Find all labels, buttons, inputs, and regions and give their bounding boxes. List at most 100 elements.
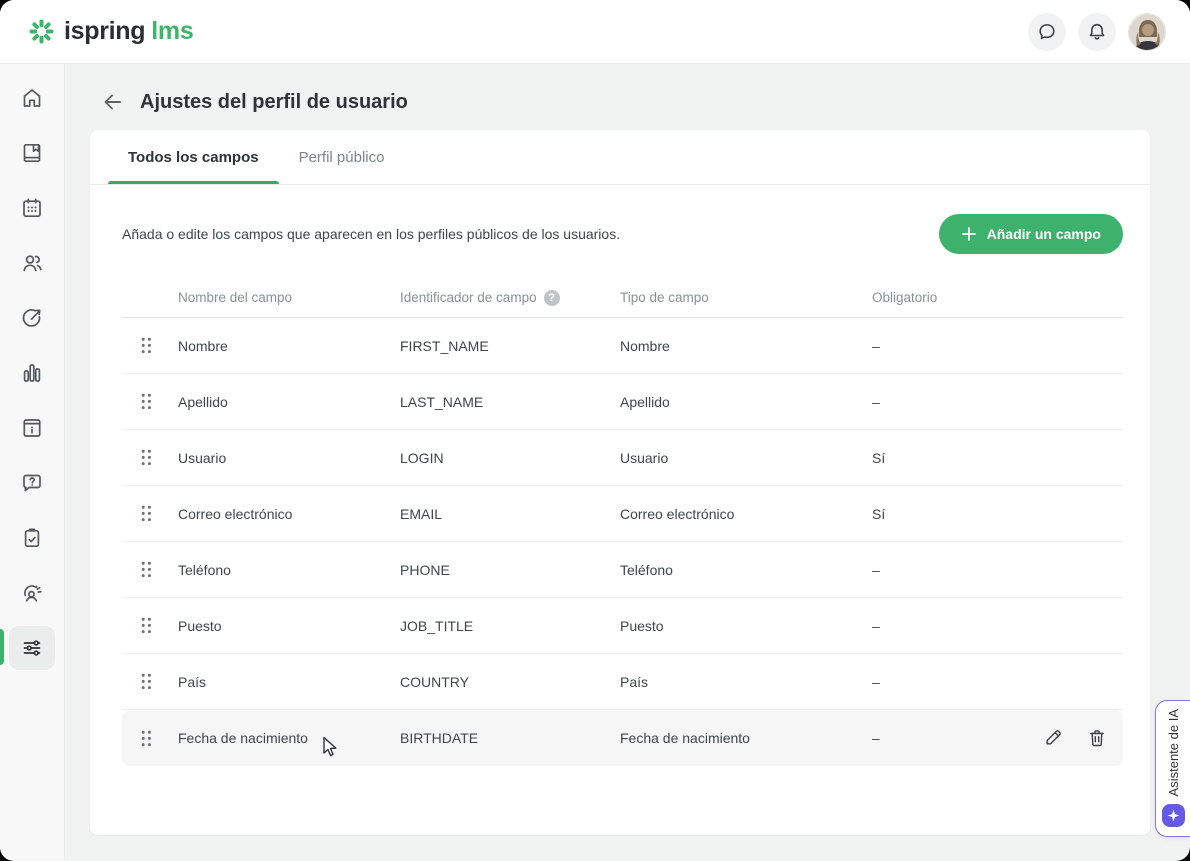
sidebar-item-help[interactable] bbox=[0, 455, 65, 510]
col-required: Obligatorio bbox=[872, 290, 938, 305]
ai-assistant-button[interactable]: Asistente de IA bbox=[1155, 700, 1190, 837]
cell-field-name: Fecha de nacimiento bbox=[178, 730, 308, 746]
cell-field-identifier: LAST_NAME bbox=[400, 393, 484, 410]
tab-public-profile[interactable]: Perfil público bbox=[298, 148, 385, 166]
delete-button[interactable] bbox=[1087, 728, 1107, 748]
cell-field-type: Puesto bbox=[620, 617, 664, 634]
table-row[interactable]: Puesto JOB_TITLE Puesto – bbox=[122, 598, 1123, 654]
bar-chart-icon bbox=[9, 351, 55, 395]
cell-field-required: Sí bbox=[872, 449, 886, 466]
top-bar: ispring lms bbox=[0, 0, 1190, 64]
home-icon bbox=[9, 76, 55, 120]
main-area: Ajustes del perfil de usuario Todos los … bbox=[65, 64, 1190, 860]
table-row[interactable]: Fecha de nacimiento BIRTHDATE Fecha de n… bbox=[122, 710, 1123, 766]
sparkle-icon bbox=[1161, 804, 1185, 827]
cell-field-type: Apellido bbox=[620, 393, 670, 410]
cell-field-identifier: EMAIL bbox=[400, 505, 443, 522]
cell-field-name: País bbox=[178, 673, 207, 690]
drag-handle-icon[interactable] bbox=[122, 393, 178, 410]
question-circle-icon[interactable]: ? bbox=[543, 289, 560, 306]
sidebar-item-gamification[interactable] bbox=[0, 290, 65, 345]
cell-field-name: Usuario bbox=[178, 449, 227, 466]
cell-field-required: – bbox=[872, 561, 880, 578]
page-title: Ajustes del perfil de usuario bbox=[140, 90, 408, 113]
cell-field-identifier: LOGIN bbox=[400, 449, 444, 466]
cell-field-name: Puesto bbox=[178, 617, 222, 634]
settings-card: Todos los campos Perfil público Añada o … bbox=[90, 130, 1150, 835]
row-actions bbox=[1043, 710, 1107, 766]
drag-handle-icon[interactable] bbox=[122, 505, 178, 522]
notifications-button[interactable] bbox=[1078, 12, 1116, 51]
help-bubble-icon bbox=[9, 461, 55, 505]
table-row[interactable]: País COUNTRY País – bbox=[122, 654, 1123, 710]
cell-field-identifier: JOB_TITLE bbox=[400, 617, 474, 634]
ispring-mark-icon bbox=[28, 18, 55, 45]
back-button[interactable] bbox=[101, 90, 125, 114]
cell-field-type: Teléfono bbox=[620, 561, 673, 578]
sidebar-item-reports[interactable] bbox=[0, 345, 65, 400]
col-name: Nombre del campo bbox=[178, 290, 293, 305]
cell-field-required: – bbox=[872, 617, 880, 634]
ispring-logo[interactable]: ispring lms bbox=[28, 17, 194, 46]
bell-icon bbox=[1086, 21, 1108, 43]
sidebar-item-newsfeed[interactable] bbox=[0, 400, 65, 455]
cell-field-name: Apellido bbox=[178, 393, 228, 410]
cell-field-identifier: FIRST_NAME bbox=[400, 337, 489, 354]
col-identifier: Identificador de campo bbox=[400, 290, 537, 305]
cell-field-required: Sí bbox=[872, 505, 886, 522]
chat-icon bbox=[1036, 21, 1058, 43]
chat-button[interactable] bbox=[1028, 12, 1066, 51]
logo-text: ispring lms bbox=[64, 17, 194, 45]
sidebar-item-courses[interactable] bbox=[0, 125, 65, 180]
cell-field-type: País bbox=[620, 673, 649, 690]
sidebar-item-settings[interactable] bbox=[0, 620, 65, 675]
ai-assistant-label: Asistente de IA bbox=[1165, 708, 1181, 796]
sidebar-item-home[interactable] bbox=[0, 70, 65, 125]
col-type: Tipo de campo bbox=[620, 290, 709, 305]
add-field-button[interactable]: Añadir un campo bbox=[938, 214, 1123, 254]
cell-field-type: Fecha de nacimiento bbox=[620, 730, 750, 746]
table-row[interactable]: Nombre FIRST_NAME Nombre – bbox=[122, 318, 1123, 374]
tab-all-fields[interactable]: Todos los campos bbox=[108, 130, 279, 184]
sidebar bbox=[0, 64, 65, 860]
drag-handle-icon[interactable] bbox=[122, 673, 178, 690]
info-board-icon bbox=[9, 406, 55, 450]
drag-handle-icon[interactable] bbox=[122, 617, 178, 634]
sidebar-item-support[interactable] bbox=[0, 565, 65, 620]
cell-field-name: Nombre bbox=[178, 337, 228, 354]
cell-field-required: – bbox=[872, 673, 880, 690]
drag-handle-icon[interactable] bbox=[122, 561, 178, 578]
cell-field-identifier: BIRTHDATE bbox=[400, 730, 479, 746]
book-icon bbox=[9, 131, 55, 175]
cell-field-identifier: COUNTRY bbox=[400, 673, 469, 690]
drag-handle-icon[interactable] bbox=[122, 449, 178, 466]
cell-field-required: – bbox=[872, 393, 880, 410]
sidebar-item-tasks[interactable] bbox=[0, 510, 65, 565]
users-icon bbox=[9, 241, 55, 285]
page-head: Ajustes del perfil de usuario bbox=[101, 90, 1190, 114]
target-icon bbox=[9, 296, 55, 340]
drag-handle-icon[interactable] bbox=[122, 730, 178, 747]
table-row[interactable]: Teléfono PHONE Teléfono – bbox=[122, 542, 1123, 598]
sidebar-item-users[interactable] bbox=[0, 235, 65, 290]
cell-field-required: – bbox=[872, 337, 880, 354]
clipboard-check-icon bbox=[9, 516, 55, 560]
fields-table: Nombre del campo Identificador de campo … bbox=[122, 278, 1123, 766]
tab-bar: Todos los campos Perfil público bbox=[90, 130, 1150, 185]
cell-field-name: Correo electrónico bbox=[178, 505, 293, 522]
edit-button[interactable] bbox=[1043, 728, 1063, 748]
avatar[interactable] bbox=[1128, 12, 1166, 51]
table-row[interactable]: Apellido LAST_NAME Apellido – bbox=[122, 374, 1123, 430]
plus-icon bbox=[961, 226, 977, 242]
cell-field-type: Nombre bbox=[620, 337, 670, 354]
table-row[interactable]: Usuario LOGIN Usuario Sí bbox=[122, 430, 1123, 486]
table-row[interactable]: Correo electrónico EMAIL Correo electrón… bbox=[122, 486, 1123, 542]
drag-handle-icon[interactable] bbox=[122, 337, 178, 354]
sidebar-item-calendar[interactable] bbox=[0, 180, 65, 235]
sliders-icon bbox=[9, 625, 55, 670]
cell-field-required: – bbox=[872, 730, 880, 746]
intro-description: Añada o edite los campos que aparecen en… bbox=[122, 226, 621, 242]
table-body: Nombre FIRST_NAME Nombre – Apellido LAST… bbox=[122, 318, 1123, 766]
cell-field-type: Correo electrónico bbox=[620, 505, 735, 522]
cell-field-name: Teléfono bbox=[178, 561, 231, 578]
